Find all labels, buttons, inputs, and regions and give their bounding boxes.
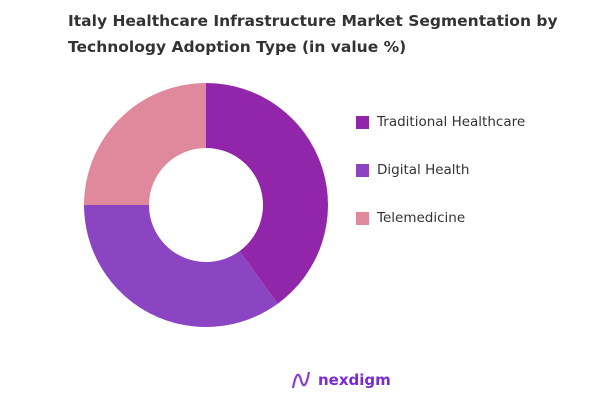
slice-traditional-healthcare xyxy=(206,83,328,304)
chart-title: Italy Healthcare Infrastructure Market S… xyxy=(68,12,558,56)
slice-telemedicine xyxy=(84,83,206,205)
legend-swatch xyxy=(356,211,369,225)
nexdigm-logo: nexdigm xyxy=(290,370,391,390)
legend: Traditional Healthcare Digital Health Tele… xyxy=(356,110,525,254)
legend-label: Traditional Healthcare xyxy=(377,114,526,130)
legend-label: Telemedicine xyxy=(377,210,466,226)
legend-label: Digital Health xyxy=(377,162,470,178)
legend-item: Digital Health xyxy=(356,158,525,182)
legend-item: Telemedicine xyxy=(356,206,525,230)
logo-text: nexdigm xyxy=(318,371,391,389)
legend-swatch xyxy=(356,163,369,177)
legend-swatch xyxy=(356,115,369,129)
nexdigm-logo-icon xyxy=(291,371,311,389)
legend-item: Traditional Healthcare xyxy=(356,110,525,134)
slice-digital-health xyxy=(84,205,278,327)
